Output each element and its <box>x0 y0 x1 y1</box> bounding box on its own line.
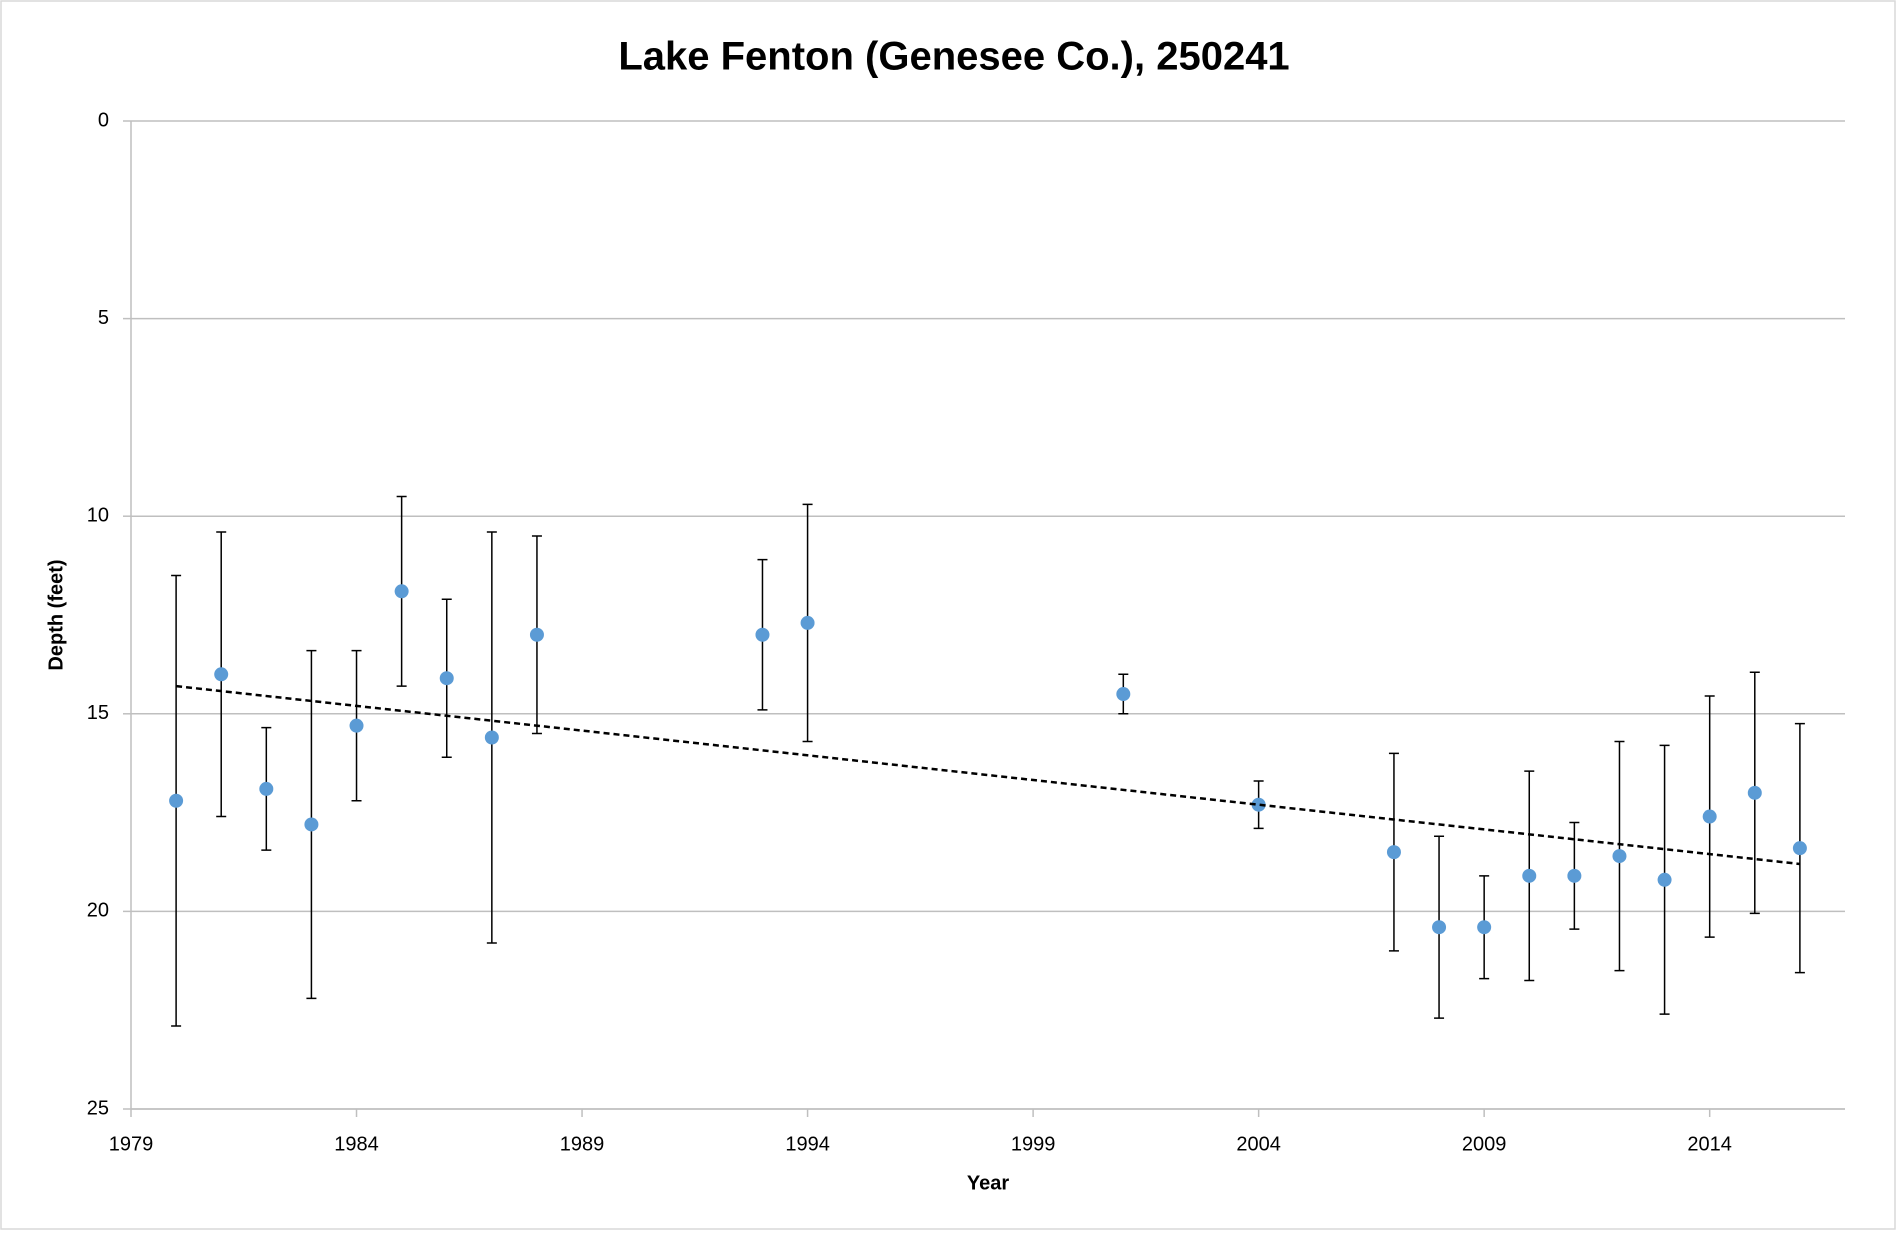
y-tick-label: 15 <box>87 702 109 724</box>
x-tick-label: 1994 <box>785 1133 830 1155</box>
data-point <box>529 627 544 642</box>
data-point <box>304 817 319 832</box>
y-tick-label: 10 <box>87 504 109 526</box>
x-tick-label: 2004 <box>1236 1133 1281 1155</box>
data-point <box>1747 785 1762 800</box>
data-point <box>169 793 184 808</box>
data-point <box>349 718 364 733</box>
x-tick-label: 2014 <box>1687 1133 1732 1155</box>
data-point <box>1386 845 1401 860</box>
data-point <box>755 627 770 642</box>
data-point <box>1432 920 1447 935</box>
x-tick-label: 2009 <box>1462 1133 1507 1155</box>
y-tick-label: 0 <box>98 109 109 131</box>
data-point <box>1702 809 1717 824</box>
y-axis-label: Depth (feet) <box>45 559 67 670</box>
data-point <box>484 730 499 745</box>
data-point <box>259 781 274 796</box>
data-point <box>1612 849 1627 864</box>
x-tick-label: 1984 <box>334 1133 379 1155</box>
data-point <box>1792 841 1807 856</box>
data-point <box>1657 872 1672 887</box>
y-tick-label: 5 <box>98 307 109 329</box>
data-point <box>1567 868 1582 883</box>
x-tick-label: 1999 <box>1011 1133 1056 1155</box>
y-tick-label: 20 <box>87 900 109 922</box>
data-point <box>1251 797 1266 812</box>
data-point <box>1116 687 1131 702</box>
data-point <box>439 671 454 686</box>
y-tick-label: 25 <box>87 1097 109 1119</box>
data-point <box>800 615 815 630</box>
x-tick-label: 1979 <box>109 1133 154 1155</box>
data-point <box>1477 920 1492 935</box>
data-point <box>1522 868 1537 883</box>
x-axis-label: Year <box>967 1172 1009 1194</box>
x-tick-label: 1989 <box>560 1133 605 1155</box>
chart-title: Lake Fenton (Genesee Co.), 250241 <box>618 35 1289 79</box>
trendline <box>175 684 1801 866</box>
data-point <box>214 667 229 682</box>
data-point <box>394 584 409 599</box>
